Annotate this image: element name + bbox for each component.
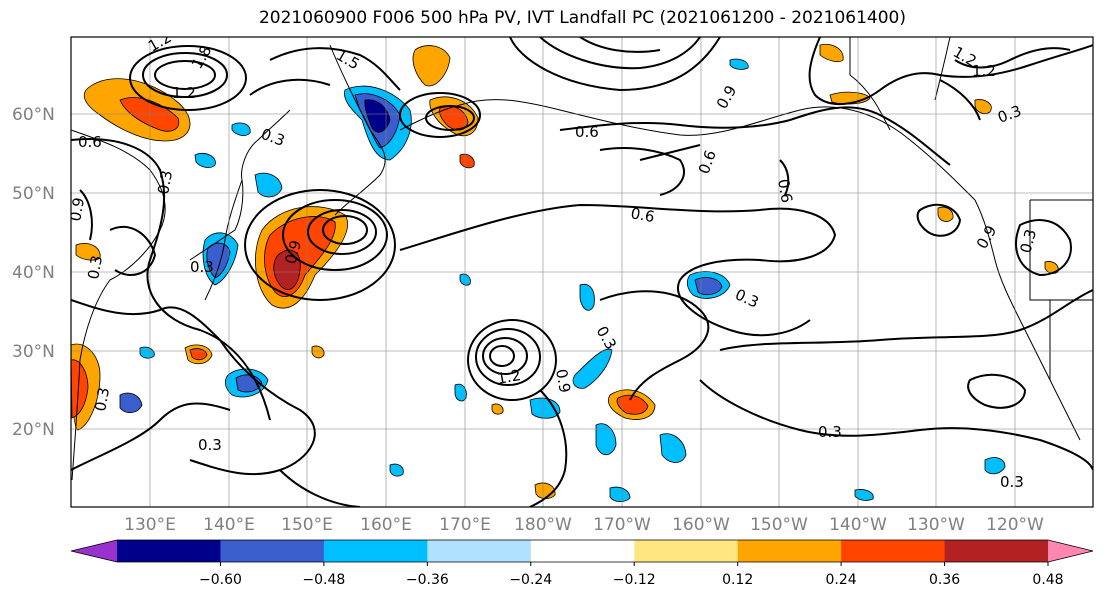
colorbar-tick-label: 0.24 — [826, 572, 857, 588]
contour-label: 0.3 — [198, 436, 222, 454]
contour-label: 0.9 — [281, 238, 305, 266]
contour-label: 0.6 — [774, 178, 796, 205]
contour-label: 1.2 — [496, 366, 523, 388]
gridlines — [71, 37, 1093, 507]
colorbar-segment — [944, 540, 1049, 562]
colorbar-segment — [117, 540, 221, 562]
contour-label: 0.6 — [78, 133, 102, 151]
contour-label: 0.9 — [552, 368, 574, 395]
longitude-labels: 130°E 140°E 150°E 160°E 170°E 180°W 170°… — [124, 515, 1044, 535]
lon-label: 170°W — [593, 515, 651, 535]
colorbar-segment — [634, 540, 739, 562]
colorbar-segment — [323, 540, 428, 562]
contour-label: 1.2 — [972, 62, 996, 80]
colorbar-segment — [427, 540, 532, 562]
map-frame — [70, 36, 1094, 508]
lon-label: 180°W — [514, 515, 572, 535]
colorbar-segment — [737, 540, 842, 562]
contour-label: 0.3 — [154, 169, 176, 196]
lon-label: 160°W — [672, 515, 730, 535]
map-area: 1.2 1.8 1.2 1.5 0.6 0.3 0.3 0.9 0.3 0.9 … — [66, 37, 1093, 507]
colorbar-tick-label: −0.12 — [613, 572, 656, 588]
contour-label: 0.3 — [1016, 227, 1040, 255]
lat-label: 30°N — [12, 342, 55, 362]
lat-label: 20°N — [12, 420, 55, 440]
lon-label: 130°E — [124, 515, 176, 535]
contour-label: 0.6 — [575, 123, 599, 141]
lon-label: 150°E — [281, 515, 333, 535]
contour-label: 0.3 — [91, 386, 113, 413]
contour-label: 0.3 — [818, 423, 842, 441]
lon-label: 120°W — [986, 515, 1044, 535]
lat-label: 60°N — [12, 105, 55, 125]
colorbar-segment — [220, 540, 325, 562]
lat-label: 40°N — [12, 263, 55, 283]
contour-label: 1.2 — [172, 84, 196, 102]
colorbar: −0.60 −0.48 −0.36 −0.24 −0.12 0.12 0.24 0.36 0.4… — [70, 539, 1094, 588]
contour-label: 0.3 — [190, 258, 214, 276]
colorbar-tick-label: −0.36 — [406, 572, 449, 588]
pv-contours — [71, 37, 1093, 507]
colorbar-tick-label: −0.60 — [199, 572, 242, 588]
latitude-labels: 60°N 50°N 40°N 30°N 20°N — [12, 105, 55, 440]
chart-title: 2021060900 F006 500 hPa PV, IVT Landfall… — [258, 8, 906, 28]
colorbar-tick-label: −0.48 — [302, 572, 345, 588]
contour-label: 0.9 — [66, 196, 88, 223]
lon-label: 130°W — [907, 515, 965, 535]
colorbar-tick-label: −0.24 — [509, 572, 552, 588]
colorbar-segment — [841, 540, 946, 562]
lon-label: 140°W — [829, 515, 887, 535]
lon-label: 170°E — [439, 515, 491, 535]
colorbar-outline — [70, 539, 1094, 563]
contour-label: 0.6 — [629, 204, 656, 226]
contour-label: 0.3 — [1000, 473, 1024, 491]
colorbar-segment — [530, 540, 635, 562]
contour-labels: 1.2 1.8 1.2 1.5 0.6 0.3 0.3 0.9 0.3 0.9 … — [66, 37, 1040, 491]
contour-label: 0.3 — [84, 254, 106, 281]
lat-label: 50°N — [12, 184, 55, 204]
lon-label: 140°E — [203, 515, 255, 535]
colorbar-tick-label: 0.12 — [722, 572, 753, 588]
colorbar-tick-label: 0.48 — [1032, 572, 1063, 588]
colorbar-extend-high — [1048, 540, 1093, 562]
lon-label: 160°E — [360, 515, 412, 535]
coastlines — [71, 37, 1093, 481]
lon-label: 150°W — [750, 515, 808, 535]
colorbar-tick-label: 0.36 — [929, 572, 960, 588]
colorbar-extend-low — [71, 540, 117, 562]
